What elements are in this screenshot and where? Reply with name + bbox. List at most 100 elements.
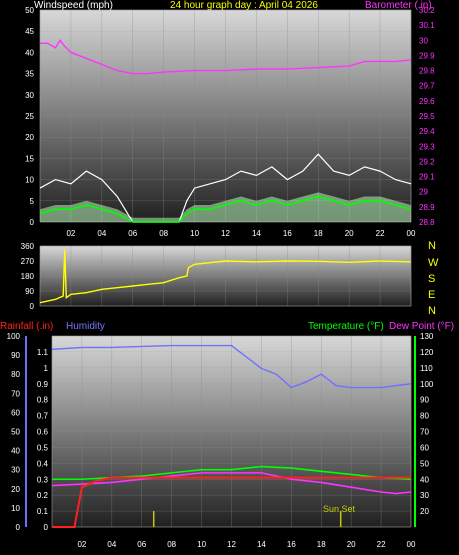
time-axis-tick: 14 (252, 229, 261, 238)
time-axis-tick: 08 (159, 229, 168, 238)
wind-axis-tick: 10 (25, 176, 34, 185)
barometer-axis-tick: 29 (419, 188, 428, 197)
time-axis-tick: 20 (345, 229, 354, 238)
temperature-axis-tick: 110 (420, 364, 433, 373)
temperature-axis-tick: 130 (420, 332, 434, 341)
humidity-axis-tick: 0 (16, 523, 21, 532)
temperature-axis-tick: 60 (420, 443, 429, 452)
humidity-line (51, 344, 412, 389)
wind-axis-tick: 50 (25, 6, 34, 15)
wind-axis-tick: 15 (25, 154, 34, 163)
wind-axis-tick: 30 (25, 91, 34, 100)
temperature-axis-tick: 80 (420, 412, 429, 421)
temperature-axis-tick: 30 (420, 491, 429, 500)
barometer-axis-tick: 29.6 (419, 97, 435, 106)
humidity-axis-tick: 60 (11, 408, 20, 417)
humidity-axis-tick: 100 (7, 332, 21, 341)
compass-s: S (428, 273, 436, 285)
time-axis-tick: 04 (107, 540, 116, 549)
humidity-title: Humidity (66, 321, 105, 332)
wind-direction-line (39, 249, 412, 304)
temperature-axis-tick: 50 (420, 459, 429, 468)
time-axis-tick: 18 (317, 540, 326, 549)
barometer-axis-tick: 28.8 (419, 218, 435, 227)
wind-axis-tick: 35 (25, 70, 34, 79)
temperature-axis-tick: 70 (420, 428, 429, 437)
time-axis-tick: 18 (314, 229, 323, 238)
barometer-axis-tick: 29.9 (419, 51, 435, 60)
time-axis-tick: 10 (190, 229, 199, 238)
wind-axis-tick: 45 (25, 27, 34, 36)
compass-n-top: N (428, 240, 436, 252)
rainfall-axis-tick: 1.1 (37, 348, 49, 357)
wind-axis-tick: 20 (25, 133, 34, 142)
rainfall-line (52, 476, 411, 528)
rainfall-axis-tick: 0.6 (37, 428, 49, 437)
temperature-axis-tick: 120 (420, 348, 434, 357)
barometer-axis-tick: 28.9 (419, 203, 435, 212)
time-axis-tick: 10 (197, 540, 206, 549)
time-axis-tick: 02 (66, 229, 75, 238)
wind-axis-tick: 0 (30, 218, 35, 227)
rainfall-title: Rainfall (.in) (0, 321, 54, 332)
compass-e: E (428, 289, 436, 301)
time-axis-tick: 04 (97, 229, 106, 238)
time-axis-tick: 06 (128, 229, 137, 238)
barometer-axis-tick: 29.8 (419, 67, 435, 76)
temperature-title: Temperature (°F) (308, 321, 384, 332)
time-axis-tick: 20 (347, 540, 356, 549)
barometer-axis-tick: 29.4 (419, 127, 435, 136)
time-axis-tick: 02 (77, 540, 86, 549)
windspeed-title: Windspeed (mph) (34, 0, 113, 11)
barometer-axis-tick: 30.2 (419, 6, 435, 15)
rainfall-axis-tick: 0.1 (37, 507, 49, 516)
dewpoint-title: Dew Point (°F) (389, 321, 455, 332)
temperature-axis-tick: 20 (420, 507, 429, 516)
time-axis-tick: 00 (407, 540, 416, 549)
direction-axis-tick: 360 (21, 242, 35, 251)
temperature-axis-tick: 100 (420, 380, 434, 389)
humidity-axis-tick: 90 (11, 351, 20, 360)
time-axis-tick: 12 (227, 540, 236, 549)
time-axis-tick: 16 (283, 229, 292, 238)
wind-average-line (39, 195, 412, 223)
time-axis-tick: 16 (287, 540, 296, 549)
wind-axis-tick: 25 (25, 112, 34, 121)
rainfall-axis-tick: 0 (44, 523, 49, 532)
rainfall-axis-tick: 1 (44, 364, 49, 373)
direction-axis-tick: 90 (25, 287, 34, 296)
wind-axis-tick: 5 (30, 197, 35, 206)
graph-title: 24 hour graph day : April 04 2026 (170, 0, 318, 11)
rainfall-axis-tick: 0.7 (37, 412, 49, 421)
humidity-axis-tick: 30 (11, 466, 20, 475)
humidity-axis-tick: 20 (11, 485, 20, 494)
direction-axis-tick: 270 (21, 257, 35, 266)
barometer-axis-tick: 29.5 (419, 112, 435, 121)
humidity-axis-tick: 10 (11, 504, 20, 513)
barometer-axis-tick: 29.2 (419, 157, 435, 166)
time-axis-tick: 22 (377, 540, 386, 549)
humidity-axis-tick: 50 (11, 428, 20, 437)
rainfall-axis-tick: 0.3 (37, 475, 49, 484)
rainfall-axis-tick: 0.2 (37, 491, 49, 500)
time-axis-tick: 22 (376, 229, 385, 238)
temperature-axis-tick: 90 (420, 396, 429, 405)
barometer-axis-tick: 29.1 (419, 173, 435, 182)
compass-w: W (428, 257, 439, 269)
direction-axis-tick: 0 (30, 302, 35, 311)
rainfall-axis-tick: 0.8 (37, 396, 49, 405)
barometer-axis-tick: 30.1 (419, 21, 435, 30)
barometer-axis-tick: 29.7 (419, 82, 435, 91)
time-axis-tick: 12 (221, 229, 230, 238)
time-axis-tick: 08 (167, 540, 176, 549)
humidity-axis-tick: 40 (11, 447, 20, 456)
temperature-axis-tick: 40 (420, 475, 429, 484)
barometer-title: Barometer (.in) (365, 0, 432, 11)
humidity-axis-tick: 70 (11, 389, 20, 398)
direction-axis-tick: 180 (21, 272, 35, 281)
time-axis-tick: 00 (407, 229, 416, 238)
dew-point-line (51, 472, 412, 495)
barometer-axis-tick: 29.3 (419, 142, 435, 151)
wind-axis-tick: 40 (25, 48, 34, 57)
